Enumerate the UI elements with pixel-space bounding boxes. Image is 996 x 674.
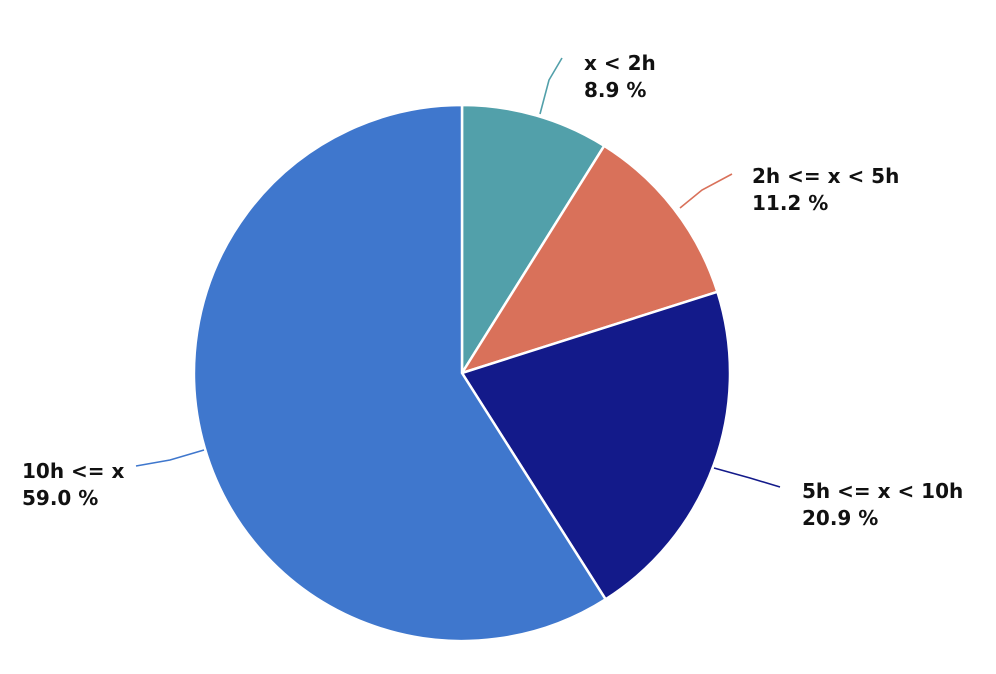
slice-label-2h-5h: 2h <= x < 5h bbox=[752, 164, 899, 188]
slice-label-lt-2h: x < 2h bbox=[584, 51, 656, 75]
pie-slice-lt-2h bbox=[460, 103, 606, 378]
slice-value-5h-10h: 20.9 % bbox=[802, 506, 878, 530]
leader-line-gte-10h bbox=[135, 449, 205, 467]
pie-slice-gte-10h bbox=[192, 103, 608, 643]
leader-line-lt-2h bbox=[539, 57, 563, 115]
pie-slice-2h-5h bbox=[459, 144, 719, 376]
pie-slice-5h-10h bbox=[460, 290, 732, 602]
slice-value-2h-5h: 11.2 % bbox=[752, 191, 828, 215]
slice-label-5h-10h: 5h <= x < 10h bbox=[802, 479, 963, 503]
slice-value-lt-2h: 8.9 % bbox=[584, 78, 646, 102]
slice-label-gte-10h: 10h <= x bbox=[22, 459, 125, 483]
leader-line-2h-5h bbox=[679, 173, 733, 209]
leader-line-5h-10h bbox=[713, 467, 781, 488]
slice-value-gte-10h: 59.0 % bbox=[22, 486, 98, 510]
